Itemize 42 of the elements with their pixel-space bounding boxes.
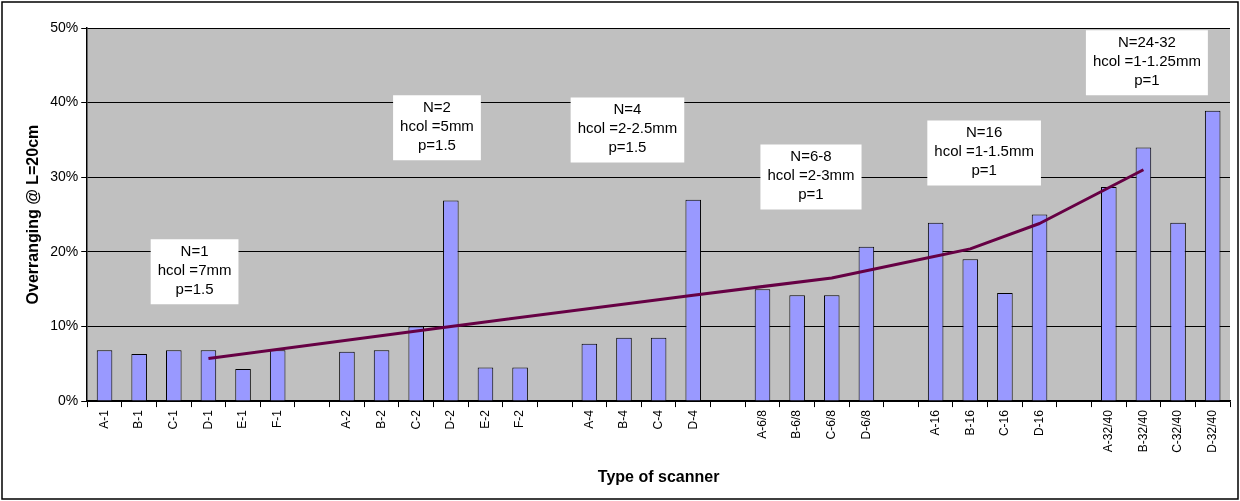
- x-tick-label: D-6/8: [858, 409, 873, 440]
- x-tick-label: D-32/40: [1205, 409, 1219, 453]
- x-tick-label: C-6/8: [824, 409, 839, 440]
- annotation: N=6-8 hcol =2-3mm p=1: [767, 147, 855, 203]
- x-tick-label: C-32/40: [1170, 409, 1185, 453]
- x-tick-label: D-2: [443, 409, 458, 430]
- x-tick-label: E-2: [477, 409, 492, 429]
- x-tick-label: A-4: [581, 409, 596, 429]
- x-tick-label: A-6/8: [754, 409, 769, 439]
- annotation: N=4 hcol =2-2.5mm p=1.5: [577, 100, 678, 156]
- x-tick-label: A-1: [96, 409, 111, 429]
- annotation: N=16 hcol =1-1.5mm p=1: [934, 123, 1034, 179]
- x-tick-label: F-1: [270, 409, 284, 429]
- x-axis-title: Type of scanner: [597, 467, 720, 485]
- y-tick-label: 20%: [50, 242, 79, 259]
- y-tick-label: 50%: [50, 18, 79, 35]
- x-tick-label: D-1: [200, 409, 215, 430]
- y-tick-label: 0%: [57, 391, 79, 408]
- x-tick-label: C-2: [408, 409, 423, 430]
- x-tick-label: B-16: [962, 409, 977, 436]
- x-tick-label: D-4: [685, 409, 700, 430]
- x-tick-label: C-1: [166, 409, 181, 430]
- x-tick-label: A-32/40: [1101, 409, 1116, 453]
- x-tick-label: A-2: [339, 409, 354, 429]
- y-tick-label: 30%: [50, 168, 79, 185]
- y-tick-label: 10%: [50, 317, 79, 334]
- x-tick-label: C-16: [997, 409, 1012, 437]
- annotation: N=2 hcol =5mm p=1.5: [400, 97, 474, 153]
- x-tick-label: B-6/8: [789, 409, 804, 439]
- x-tick-label: E-1: [235, 409, 250, 429]
- x-tick-label: C-4: [650, 409, 665, 430]
- y-tick-label: 40%: [50, 93, 79, 110]
- x-tick-label: A-16: [927, 409, 942, 436]
- x-tick-label: B-1: [131, 409, 146, 429]
- annotation: N=1 hcol =7mm p=1.5: [157, 241, 232, 297]
- annotation: N=24-32 hcol =1-1.25mm p=1: [1092, 32, 1201, 88]
- x-tick-label: D-16: [1031, 409, 1046, 437]
- x-tick-label: B-32/40: [1135, 409, 1150, 453]
- y-axis-title: Overranging @ L=20cm: [24, 124, 42, 305]
- x-tick-label: F-2: [512, 409, 527, 429]
- x-tick-label: B-4: [616, 409, 631, 429]
- x-tick-label: B-2: [373, 409, 388, 429]
